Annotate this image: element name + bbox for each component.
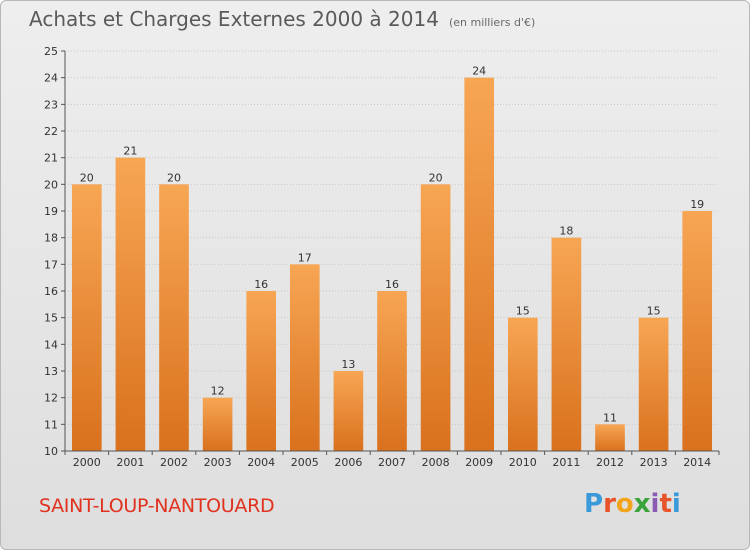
proxiti-logo: Proxiti <box>584 489 681 519</box>
data-label-2008: 20 <box>429 171 443 184</box>
bar-2010 <box>507 317 538 451</box>
data-label-2011: 18 <box>559 225 573 238</box>
bar-2000 <box>71 184 102 452</box>
logo-letter: x <box>633 489 651 519</box>
y-tick-label: 20 <box>44 178 58 191</box>
bar-2012 <box>595 424 625 451</box>
x-tick-label-2009: 2009 <box>465 456 493 469</box>
commune-name: SAINT-LOUP-NANTOUARD <box>39 495 275 517</box>
bar-2005 <box>289 264 320 451</box>
data-label-2002: 20 <box>167 171 181 184</box>
x-tick-label-2004: 2004 <box>247 456 275 469</box>
bar-2001 <box>115 157 146 451</box>
x-tick-label-2001: 2001 <box>116 456 144 469</box>
title-row: Achats et Charges Externes 2000 à 2014 (e… <box>29 7 535 31</box>
bar-2003 <box>202 397 233 451</box>
x-tick-label-2012: 2012 <box>596 456 624 469</box>
data-label-2003: 12 <box>211 385 225 398</box>
x-tick-label-2000: 2000 <box>73 456 101 469</box>
y-tick-label: 12 <box>44 392 58 405</box>
x-tick-label-2013: 2013 <box>640 456 668 469</box>
bar-2004 <box>246 291 277 451</box>
y-tick-label: 24 <box>44 72 58 85</box>
data-label-2013: 15 <box>647 305 661 318</box>
chart-subtitle: (en milliers d'€) <box>448 16 536 29</box>
x-tick-label-2005: 2005 <box>291 456 319 469</box>
x-tick-label-2010: 2010 <box>509 456 537 469</box>
bar-2014 <box>682 211 713 451</box>
bar-2007 <box>377 291 407 451</box>
y-tick-label: 21 <box>44 152 58 165</box>
y-tick-label: 25 <box>44 45 58 58</box>
logo-letter: o <box>615 489 634 519</box>
x-tick-label-2007: 2007 <box>378 456 406 469</box>
data-label-2005: 17 <box>298 251 312 264</box>
logo-letter: P <box>584 489 604 519</box>
x-tick-label-2014: 2014 <box>683 456 711 469</box>
y-tick-label: 22 <box>44 125 58 138</box>
logo-letter: i <box>671 489 681 519</box>
x-tick-label-2008: 2008 <box>422 456 450 469</box>
y-tick-label: 16 <box>44 285 58 298</box>
logo-letter: t <box>659 489 672 519</box>
y-tick-label: 11 <box>44 418 58 431</box>
bar-2009 <box>464 77 495 452</box>
y-tick-label: 14 <box>44 338 58 351</box>
axis-layer: 10 11 12 13 14 15 16 17 18 19 20 21 22 23 24 25 20 2000 21… <box>44 45 720 469</box>
data-label-2006: 13 <box>341 358 355 371</box>
y-tick-label: 18 <box>44 232 58 245</box>
x-tick-label-2003: 2003 <box>204 456 232 469</box>
y-tick-label: 17 <box>44 258 58 271</box>
x-tick-label-2002: 2002 <box>160 456 188 469</box>
x-tick-label-2011: 2011 <box>552 456 580 469</box>
data-label-2012: 11 <box>603 411 617 424</box>
bar-layer <box>71 77 713 452</box>
y-tick-label: 15 <box>44 312 58 325</box>
data-label-2010: 15 <box>516 305 530 318</box>
logo-letter: i <box>650 489 660 519</box>
data-label-2004: 16 <box>254 278 268 291</box>
chart-title: Achats et Charges Externes 2000 à 2014 <box>29 7 439 31</box>
y-tick-label: 19 <box>44 205 58 218</box>
data-label-2009: 24 <box>472 65 486 78</box>
data-label-2000: 20 <box>80 171 94 184</box>
bar-2002 <box>159 184 189 452</box>
bar-2011 <box>551 237 582 451</box>
bar-2013 <box>638 317 669 451</box>
logo-letter: r <box>603 489 616 519</box>
bar-2006 <box>333 371 364 451</box>
y-tick-label: 10 <box>44 445 58 458</box>
data-label-2001: 21 <box>123 145 137 158</box>
y-tick-label: 23 <box>44 98 58 111</box>
bar-2008 <box>420 184 451 452</box>
data-label-2014: 19 <box>690 198 704 211</box>
x-tick-label-2006: 2006 <box>334 456 362 469</box>
y-tick-label: 13 <box>44 365 58 378</box>
data-label-2007: 16 <box>385 278 399 291</box>
